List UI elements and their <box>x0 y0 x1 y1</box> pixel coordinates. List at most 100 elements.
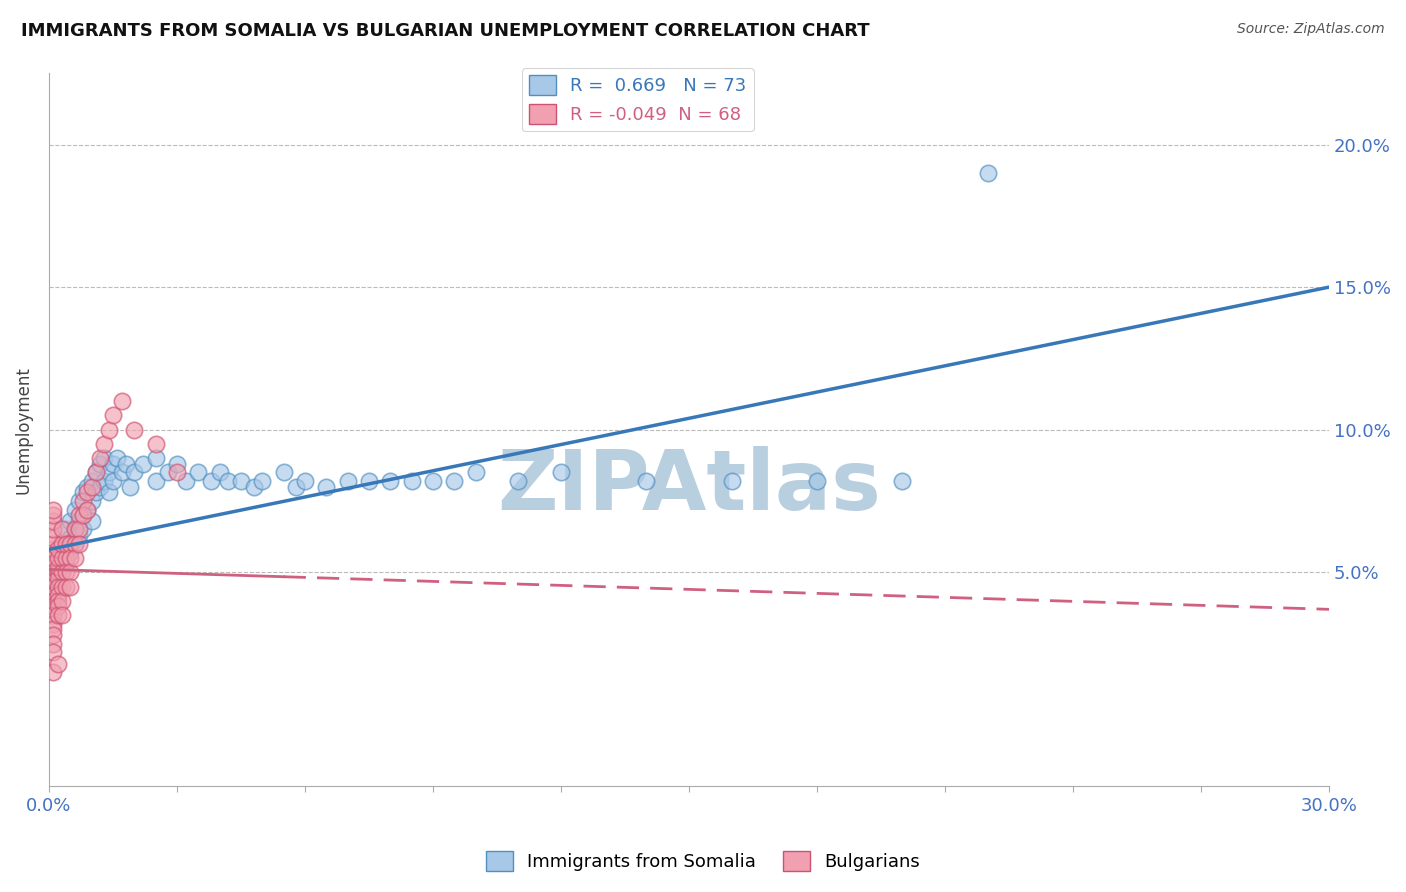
Point <box>55 580 77 594</box>
Point <box>124 466 146 480</box>
Point <box>46 580 69 594</box>
Point <box>508 474 530 488</box>
Legend: R =  0.669   N = 73, R = -0.049  N = 68: R = 0.669 N = 73, R = -0.049 N = 68 <box>522 68 754 131</box>
Point <box>67 523 90 537</box>
Point <box>51 566 73 580</box>
Point <box>51 551 73 566</box>
Point <box>55 566 77 580</box>
Point <box>357 474 380 488</box>
Point <box>59 514 82 528</box>
Point <box>42 559 65 574</box>
Point <box>46 566 69 580</box>
Point <box>720 474 742 488</box>
Point <box>55 557 77 571</box>
Point <box>42 622 65 636</box>
Point <box>46 594 69 608</box>
Point <box>93 474 115 488</box>
Point <box>51 523 73 537</box>
Point <box>336 474 359 488</box>
Point <box>42 616 65 631</box>
Point <box>46 559 69 574</box>
Point <box>93 451 115 466</box>
Y-axis label: Unemployment: Unemployment <box>15 366 32 493</box>
Point <box>105 451 128 466</box>
Point <box>51 551 73 566</box>
Point <box>166 466 188 480</box>
Point <box>80 474 103 488</box>
Text: Source: ZipAtlas.com: Source: ZipAtlas.com <box>1237 22 1385 37</box>
Point <box>59 566 82 580</box>
Point <box>174 474 197 488</box>
Point <box>46 551 69 566</box>
Point <box>124 423 146 437</box>
Point <box>42 608 65 623</box>
Point <box>84 466 107 480</box>
Point <box>42 542 65 557</box>
Point <box>273 466 295 480</box>
Point <box>84 485 107 500</box>
Point <box>285 480 308 494</box>
Point <box>42 571 65 585</box>
Point <box>42 537 65 551</box>
Point <box>46 559 69 574</box>
Point <box>46 542 69 557</box>
Point <box>42 645 65 659</box>
Point <box>67 514 90 528</box>
Point <box>443 474 465 488</box>
Point <box>51 566 73 580</box>
Point <box>51 580 73 594</box>
Point <box>76 485 98 500</box>
Point <box>401 474 423 488</box>
Point <box>89 451 111 466</box>
Point <box>97 466 120 480</box>
Point <box>76 480 98 494</box>
Point <box>315 480 337 494</box>
Point <box>63 551 86 566</box>
Point <box>59 537 82 551</box>
Point <box>46 657 69 671</box>
Point <box>145 474 167 488</box>
Point <box>63 537 86 551</box>
Point <box>229 474 252 488</box>
Point <box>217 474 239 488</box>
Point <box>42 531 65 545</box>
Point <box>51 537 73 551</box>
Point <box>42 588 65 602</box>
Point <box>42 502 65 516</box>
Point <box>72 494 94 508</box>
Point <box>93 437 115 451</box>
Point <box>51 608 73 623</box>
Point <box>67 537 90 551</box>
Point <box>42 514 65 528</box>
Point <box>67 528 90 542</box>
Point <box>46 608 69 623</box>
Point <box>101 409 124 423</box>
Point <box>380 474 402 488</box>
Point <box>145 451 167 466</box>
Point <box>63 523 86 537</box>
Point <box>72 485 94 500</box>
Point <box>89 457 111 471</box>
Legend: Immigrants from Somalia, Bulgarians: Immigrants from Somalia, Bulgarians <box>478 844 928 879</box>
Text: IMMIGRANTS FROM SOMALIA VS BULGARIAN UNEMPLOYMENT CORRELATION CHART: IMMIGRANTS FROM SOMALIA VS BULGARIAN UNE… <box>21 22 870 40</box>
Point <box>72 508 94 523</box>
Point <box>636 474 658 488</box>
Point <box>252 474 274 488</box>
Point <box>67 508 90 523</box>
Point <box>63 523 86 537</box>
Point <box>42 580 65 594</box>
Point <box>89 480 111 494</box>
Point <box>72 523 94 537</box>
Point <box>110 466 132 480</box>
Point <box>166 457 188 471</box>
Point <box>55 551 77 566</box>
Point <box>67 494 90 508</box>
Point <box>72 508 94 523</box>
Point <box>42 523 65 537</box>
Point <box>42 599 65 614</box>
Point <box>101 457 124 471</box>
Point <box>157 466 180 480</box>
Point <box>42 594 65 608</box>
Point <box>42 588 65 602</box>
Point <box>208 466 231 480</box>
